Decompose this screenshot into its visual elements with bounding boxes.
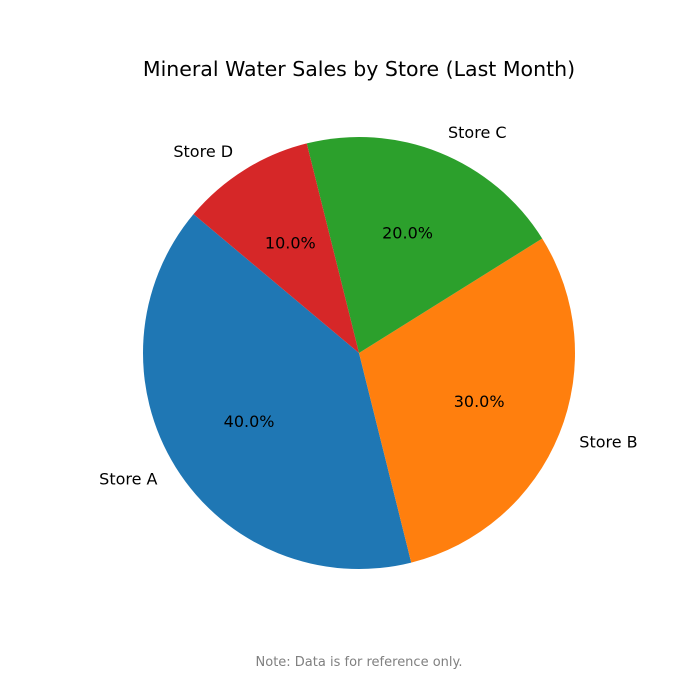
slice-label-store-d: Store D: [173, 142, 233, 161]
slice-label-store-b: Store B: [579, 433, 637, 452]
pie-slice-store-a: [142, 214, 412, 569]
pie-labels: Store A 40.0% Store B 30.0% Store C 20.0% Stor…: [99, 123, 637, 488]
pie-slice-store-d: [193, 143, 359, 353]
slice-label-store-a: Store A: [99, 469, 157, 488]
pie-slices: [142, 137, 575, 569]
slice-label-store-c: Store C: [448, 123, 507, 142]
pie-slice-store-c: [306, 137, 543, 353]
pie-slice-store-b: [359, 238, 575, 563]
footnote: Note: Data is for reference only.: [256, 655, 463, 670]
slice-value-store-a: 40.0%: [224, 412, 275, 431]
slice-value-store-d: 10.0%: [265, 234, 316, 253]
slice-value-store-b: 30.0%: [454, 392, 505, 411]
slice-value-store-c: 20.0%: [382, 223, 433, 242]
chart-title: Mineral Water Sales by Store (Last Month…: [143, 57, 575, 81]
